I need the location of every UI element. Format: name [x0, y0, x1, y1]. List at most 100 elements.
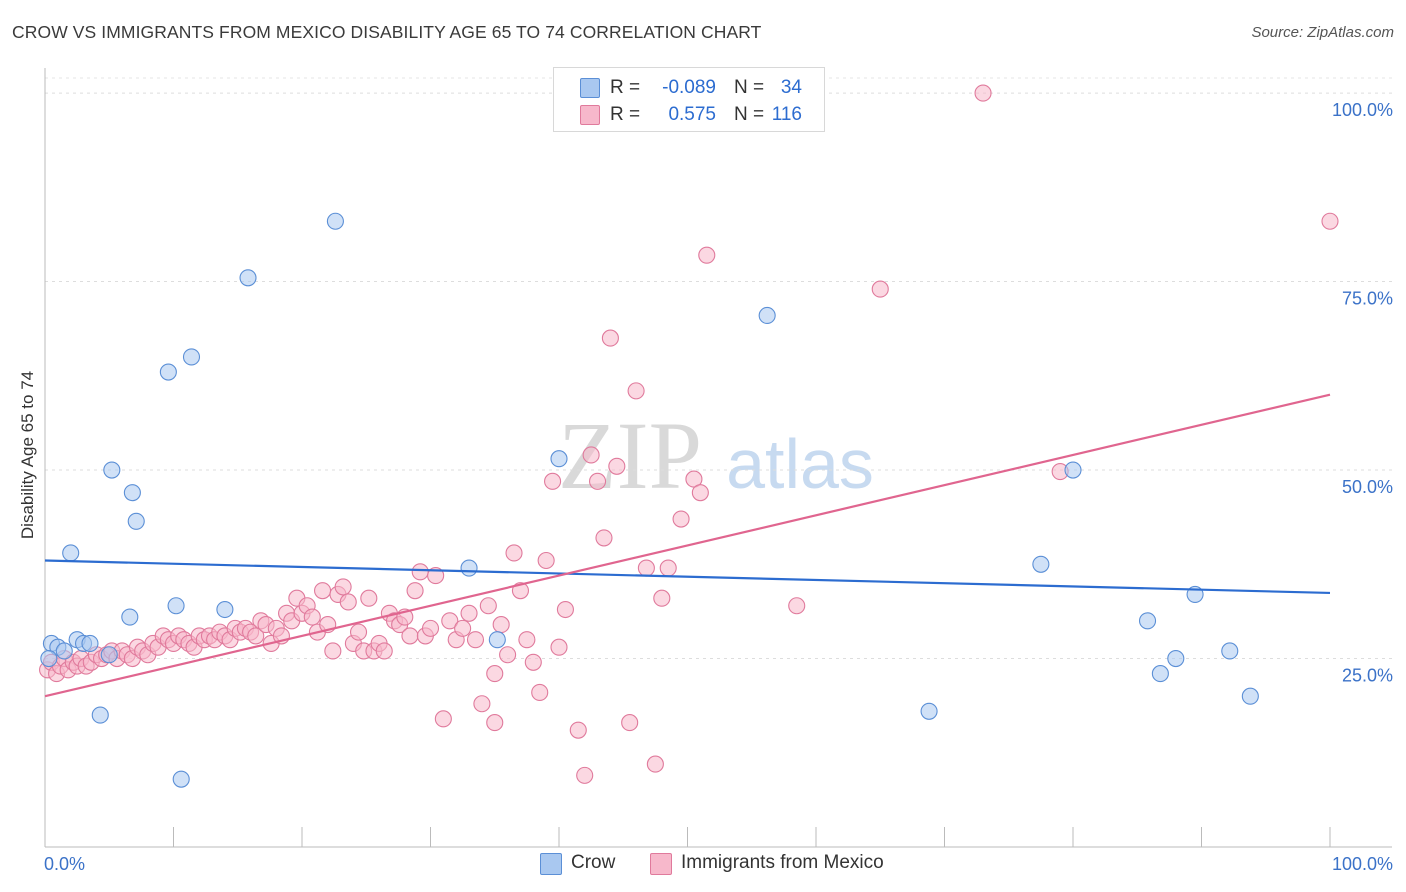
trend-line-1	[44, 393, 1331, 698]
data-point	[550, 450, 568, 468]
data-point	[672, 510, 690, 528]
data-point	[216, 600, 234, 619]
axes	[44, 68, 1392, 848]
data-point	[460, 604, 478, 622]
data-point	[1032, 555, 1050, 573]
data-point	[524, 653, 542, 671]
data-point	[608, 457, 626, 475]
data-point	[406, 582, 424, 600]
legend-row-immigrants: R = 0.575 N = 116	[554, 102, 824, 128]
data-point	[349, 623, 368, 641]
data-point	[1064, 461, 1082, 479]
data-point	[239, 269, 257, 287]
data-point	[601, 329, 619, 347]
data-point	[247, 627, 265, 645]
data-point	[427, 567, 445, 585]
data-point	[401, 627, 419, 645]
data-point	[460, 559, 478, 577]
data-point	[621, 714, 639, 732]
chart-title: CROW VS IMMIGRANTS FROM MEXICO DISABILIT…	[12, 22, 762, 42]
data-point	[91, 706, 109, 724]
data-point	[488, 631, 506, 649]
data-point	[159, 363, 177, 381]
y-tick-label: 50.0%	[1342, 477, 1393, 497]
data-point	[314, 582, 332, 600]
data-point	[303, 608, 321, 626]
data-point	[492, 616, 510, 634]
data-point	[698, 246, 716, 264]
data-point	[473, 695, 491, 713]
data-point	[103, 461, 121, 479]
data-point	[326, 212, 344, 230]
data-point	[466, 631, 485, 649]
data-point	[1167, 649, 1185, 668]
data-point	[454, 619, 472, 637]
legend-label-crow: Crow	[571, 852, 616, 873]
watermark: ZIP atlas	[558, 402, 874, 509]
chart-source: Source: ZipAtlas.com	[1251, 24, 1394, 41]
y-axis-label-group: Disability Age 65 to 74	[18, 371, 37, 539]
data-point	[646, 755, 664, 773]
data-point	[62, 544, 80, 562]
legend-n-label: N =	[734, 104, 765, 125]
y-tick-label: 25.0%	[1342, 666, 1393, 686]
data-point	[871, 280, 889, 298]
x-tick-label: 0.0%	[44, 854, 85, 874]
trend-line-0	[44, 559, 1331, 595]
data-point	[486, 665, 504, 683]
y-tick-label: 75.0%	[1342, 289, 1393, 309]
y-tick-label: 100.0%	[1332, 100, 1393, 120]
legend-row-crow: R = -0.089 N = 34	[554, 75, 824, 101]
data-point	[479, 597, 497, 615]
data-point	[1221, 642, 1239, 660]
data-point	[569, 721, 587, 739]
data-point	[627, 382, 645, 400]
data-point	[1151, 665, 1169, 683]
data-point	[411, 563, 429, 581]
data-point	[55, 642, 73, 660]
correlation-legend: R = -0.089 N = 34 R = 0.575 N = 116	[553, 67, 825, 132]
data-point	[40, 649, 58, 668]
data-point	[556, 600, 574, 619]
data-point	[544, 472, 562, 490]
legend-label-immigrants: Immigrants from Mexico	[681, 852, 884, 873]
legend-r-value: -0.089	[662, 77, 716, 98]
data-point	[595, 529, 613, 547]
x-tick-label: 100.0%	[1332, 854, 1393, 874]
data-point	[499, 646, 517, 664]
data-point	[123, 484, 141, 502]
data-point	[582, 446, 600, 464]
data-point	[537, 551, 555, 570]
legend-n-value: 116	[771, 104, 802, 125]
data-point	[182, 348, 201, 366]
data-point	[421, 619, 440, 637]
tick-labels: 25.0% 50.0% 75.0% 100.0% 0.0% 100.0%	[44, 100, 1393, 874]
data-point	[576, 766, 594, 784]
legend-swatch-immigrants	[580, 105, 600, 125]
legend-r-label: R =	[610, 77, 641, 98]
data-point	[127, 512, 145, 530]
data-point	[531, 683, 549, 701]
series-immigrants-points	[39, 84, 1339, 784]
data-point	[788, 597, 806, 615]
data-point	[100, 646, 118, 664]
data-point	[505, 544, 523, 562]
data-point	[441, 612, 459, 630]
data-point	[339, 593, 357, 611]
data-point	[81, 634, 99, 652]
data-point	[974, 84, 992, 102]
data-point	[360, 589, 378, 607]
legend-r-label: R =	[610, 104, 641, 125]
data-point	[375, 642, 393, 660]
legend-r-value: 0.575	[668, 104, 716, 125]
grid-lines	[45, 77, 1392, 660]
data-point	[518, 631, 536, 649]
data-point	[121, 608, 139, 626]
data-point	[1321, 212, 1339, 230]
watermark-atlas: atlas	[726, 425, 874, 503]
legend-n-value: 34	[780, 77, 802, 98]
data-point	[1138, 612, 1157, 630]
data-point	[172, 770, 190, 788]
legend-swatch-crow	[540, 853, 562, 875]
